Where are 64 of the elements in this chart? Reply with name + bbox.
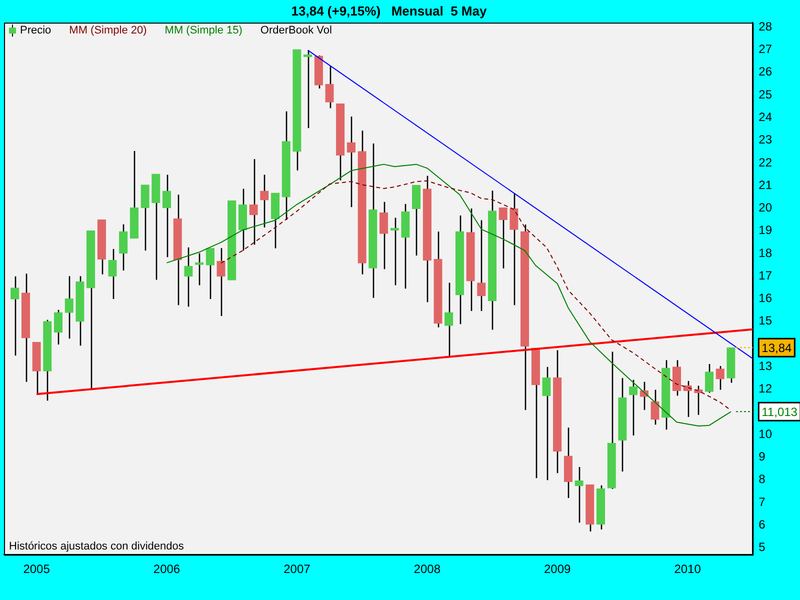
candlestick (108, 248, 117, 300)
candlestick (238, 188, 248, 252)
x-tick-label: 2008 (414, 562, 441, 576)
candlestick (477, 220, 486, 312)
candlestick (498, 207, 508, 270)
y-tick-label: 20 (758, 200, 772, 215)
candlestick (510, 192, 518, 306)
chart-title: 13,84 (+9,15%) Mensual 5 May (291, 3, 488, 18)
candlestick (64, 276, 74, 340)
x-tick-label: 2009 (544, 562, 572, 576)
y-tick-label: 7 (758, 494, 766, 509)
annotation: 11,013 (762, 404, 798, 419)
x-tick-label: 2006 (153, 562, 180, 576)
candlestick (574, 466, 584, 524)
x-tick-label: 2005 (23, 562, 50, 576)
y-tick-label: 6 (758, 517, 766, 532)
y-tick-label: 8 (758, 472, 766, 486)
candlestick (119, 224, 128, 272)
candlestick (206, 248, 214, 300)
candlestick (444, 282, 454, 357)
candlestick (716, 365, 724, 390)
y-tick-label: 16 (758, 291, 772, 306)
candlestick (10, 276, 20, 356)
candlestick (412, 184, 421, 256)
y-tick-label: 24 (758, 110, 772, 124)
candlestick (628, 379, 638, 436)
y-tick-label: 9 (758, 450, 766, 464)
candlestick (542, 366, 551, 481)
candlestick (346, 116, 356, 208)
x-tick-label: 2007 (284, 562, 311, 576)
candlestick (260, 174, 269, 228)
x-tick-label: 2010 (674, 562, 702, 576)
candlestick (379, 201, 388, 270)
candlestick (704, 363, 714, 394)
y-tick-label: 10 (758, 426, 772, 441)
legend-label: Precio (20, 24, 52, 37)
y-tick-label: 17 (758, 268, 772, 282)
candlestick (325, 65, 334, 109)
y-tick-label: 22 (758, 155, 772, 170)
y-tick-label: 25 (758, 87, 772, 102)
y-tick-label: 18 (758, 246, 772, 260)
y-tick-label: 13 (758, 359, 772, 374)
candlestick (162, 174, 172, 258)
y-tick-label: 27 (758, 42, 772, 56)
annotation: OrderBook Vol (260, 24, 332, 37)
candlestick (54, 309, 63, 346)
text: MM (Simple 20) (69, 24, 147, 37)
candlestick (650, 389, 660, 426)
candlestick (216, 247, 226, 317)
annotation: Históricos ajustados con dividendos (9, 540, 184, 553)
y-tick-label: 26 (758, 64, 772, 79)
candlestick (184, 246, 193, 308)
y-tick-label: 15 (758, 314, 772, 328)
y-tick-label: 23 (758, 132, 772, 147)
text: MM (Simple 15) (164, 24, 242, 37)
y-tick-label: 28 (758, 19, 772, 34)
candlestick (672, 359, 682, 396)
y-tick-label: 5 (758, 540, 766, 554)
y-tick-label: 21 (758, 178, 772, 192)
y-tick-label: 12 (758, 382, 772, 396)
candlestick (249, 158, 258, 246)
candlestick (140, 184, 150, 252)
y-tick-label: 19 (758, 223, 772, 238)
annotation: 13,84 (762, 341, 792, 355)
